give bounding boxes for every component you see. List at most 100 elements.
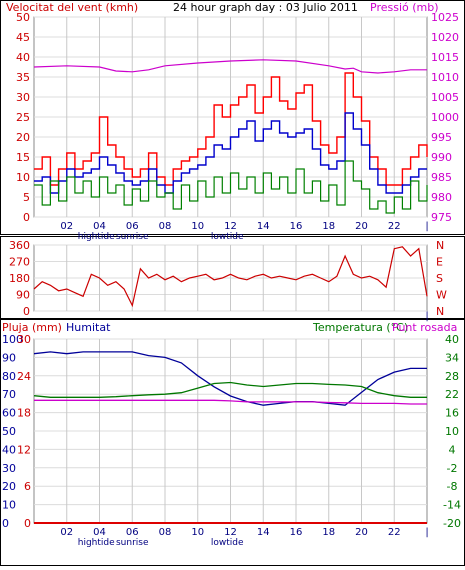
pressure-tick-label: 1020 [431,31,459,44]
series-temperature [33,381,427,398]
humidity-axis-title: Humitat [66,321,111,334]
hour-tick-label: 14 [257,221,270,232]
wind-axis-title: Velocitat del vent (kmh) [6,1,138,14]
series-lines [33,59,428,524]
wind-tick-label: 50 [16,11,30,24]
event-label-lowtide: lowtide [211,232,244,242]
rain-tick-label: 90 [2,351,16,364]
pressure-tick-label: 1025 [431,11,459,24]
pressure-tick-label: 980 [431,191,452,204]
direction-tick-label: 270 [9,256,30,269]
hour-tick-label: 12 [224,527,237,538]
wind-tick-label: 25 [16,111,30,124]
temperature-axis-title: Temperatura (°C) [312,321,408,334]
series-avg [34,112,427,194]
pressure-tick-label: 985 [431,171,452,184]
day-end-tick: | [425,311,428,322]
rain-tick-label: 20 [2,480,16,493]
hour-tick-label: 20 [355,527,368,538]
rain-tick-label: 100 [2,333,23,346]
temperature-tick-label: -20 [443,517,461,530]
hour-tick-label: 08 [159,221,172,232]
direction-tick-label: 180 [9,272,30,285]
hour-tick-label: 06 [126,527,139,538]
wind-tick-label: 5 [23,191,30,204]
series-dewpoint [34,399,427,405]
rain-tick-label: 50 [2,425,16,438]
wind-tick-label: 0 [23,211,30,224]
temperature-tick-label: 28 [445,370,459,383]
event-label-lowtide: lowtide [211,538,244,548]
hour-tick-label: 10 [191,221,204,232]
temperature-tick-label: 40 [445,333,459,346]
humidity-tick-label: 6 [24,480,31,493]
hour-tick-label: 18 [322,527,335,538]
series-direction [33,246,428,308]
rain-tick-label: 70 [2,388,16,401]
direction-tick-label: 90 [16,289,30,302]
pressure-tick-label: 1000 [431,111,459,124]
rain-tick-label: 60 [2,407,16,420]
temperature-tick-label: -14 [443,499,461,512]
rain-tick-label: 80 [2,370,16,383]
wind-tick-label: 45 [16,31,30,44]
pressure-tick-label: 975 [431,211,452,224]
event-label-hightide: hightide [78,538,115,548]
pressure-tick-label: 1015 [431,51,459,64]
pressure-axis-title: Pressió (mb) [370,1,439,14]
temperature-tick-label: 22 [445,388,459,401]
series-pressure [33,59,427,74]
rain-axis-title: Pluja (mm) [2,321,62,334]
humidity-tick-label: 18 [17,407,31,420]
pressure-tick-label: 995 [431,131,452,144]
rain-tick-label: 30 [2,462,16,475]
temperature-tick-label: -2 [447,462,458,475]
temperature-tick-label: -8 [447,480,458,493]
event-label-sunrise: sunrise [116,232,149,242]
temperature-tick-label: 16 [445,407,459,420]
direction-tick-label: 0 [23,305,30,318]
hour-tick-label: 02 [60,527,73,538]
compass-label: E [436,256,443,269]
hour-tick-label: 20 [355,221,368,232]
hour-tick-label: 16 [290,527,303,538]
pressure-tick-label: 1010 [431,71,459,84]
rain-tick-label: 10 [2,499,16,512]
direction-tick-label: 360 [9,239,30,252]
hour-tick-label: 18 [322,221,335,232]
dewpoint-axis-title: Punt rosada [392,321,457,334]
temperature-tick-label: 10 [445,425,459,438]
event-label-hightide: hightide [78,232,115,242]
compass-label: S [436,272,443,285]
hour-tick-label: 22 [388,221,401,232]
wind-tick-label: 20 [16,131,30,144]
hour-tick-label: 12 [224,221,237,232]
wind-tick-label: 15 [16,151,30,164]
rain-tick-label: 0 [2,517,9,530]
compass-label: N [436,305,444,318]
day-end-tick: | [425,527,428,538]
wind-tick-label: 10 [16,171,30,184]
chart-title: 24 hour graph day : 03 Julio 2011 [173,1,358,14]
hour-tick-label: 04 [93,221,106,232]
humidity-tick-label: 24 [17,370,31,383]
day-end-tick: | [425,221,428,232]
compass-label: W [436,289,447,302]
temperature-tick-label: 4 [449,443,456,456]
pressure-tick-label: 990 [431,151,452,164]
wind-tick-label: 35 [16,71,30,84]
hour-tick-label: 06 [126,221,139,232]
axis-labels: 0510152025303540455097598098599099510001… [2,11,461,548]
humidity-tick-label: 12 [17,443,31,456]
wind-tick-label: 40 [16,51,30,64]
pressure-tick-label: 1005 [431,91,459,104]
hour-tick-label: 22 [388,527,401,538]
hour-tick-label: 02 [60,221,73,232]
hour-tick-label: 10 [191,527,204,538]
temperature-tick-label: 34 [445,351,459,364]
hour-tick-label: 16 [290,221,303,232]
wind-tick-label: 30 [16,91,30,104]
compass-label: N [436,239,444,252]
